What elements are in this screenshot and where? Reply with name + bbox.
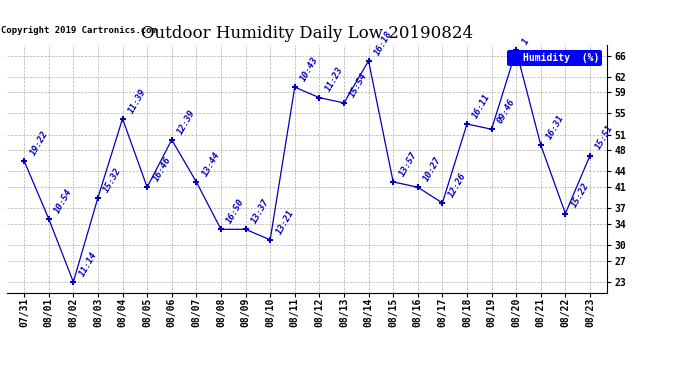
Text: 16:46: 16:46 — [151, 155, 172, 183]
Text: 15:51: 15:51 — [594, 124, 615, 152]
Text: 13:37: 13:37 — [250, 197, 271, 225]
Text: 12:39: 12:39 — [176, 108, 197, 136]
Text: 10:27: 10:27 — [422, 155, 443, 183]
Text: 11:39: 11:39 — [127, 87, 148, 114]
Text: 15:32: 15:32 — [102, 166, 124, 194]
Text: 11:23: 11:23 — [324, 66, 345, 93]
Legend: Humidity  (%): Humidity (%) — [507, 50, 602, 66]
Text: Copyright 2019 Cartronics.com: Copyright 2019 Cartronics.com — [1, 26, 157, 35]
Text: 15:22: 15:22 — [569, 182, 591, 209]
Text: 16:11: 16:11 — [471, 92, 493, 120]
Text: 16:18: 16:18 — [373, 29, 394, 57]
Text: 16:31: 16:31 — [545, 113, 566, 141]
Text: 09:46: 09:46 — [495, 98, 517, 125]
Text: 10:43: 10:43 — [299, 55, 320, 83]
Text: 1: 1 — [520, 37, 531, 46]
Text: 13:57: 13:57 — [397, 150, 419, 178]
Text: 13:21: 13:21 — [275, 208, 295, 236]
Text: 15:54: 15:54 — [348, 71, 369, 99]
Text: 13:44: 13:44 — [201, 150, 221, 178]
Text: 19:22: 19:22 — [28, 129, 50, 157]
Title: Outdoor Humidity Daily Low 20190824: Outdoor Humidity Daily Low 20190824 — [141, 25, 473, 42]
Text: 11:14: 11:14 — [77, 250, 99, 278]
Text: 10:54: 10:54 — [53, 187, 74, 214]
Text: 16:50: 16:50 — [225, 197, 246, 225]
Text: 12:26: 12:26 — [446, 171, 468, 199]
